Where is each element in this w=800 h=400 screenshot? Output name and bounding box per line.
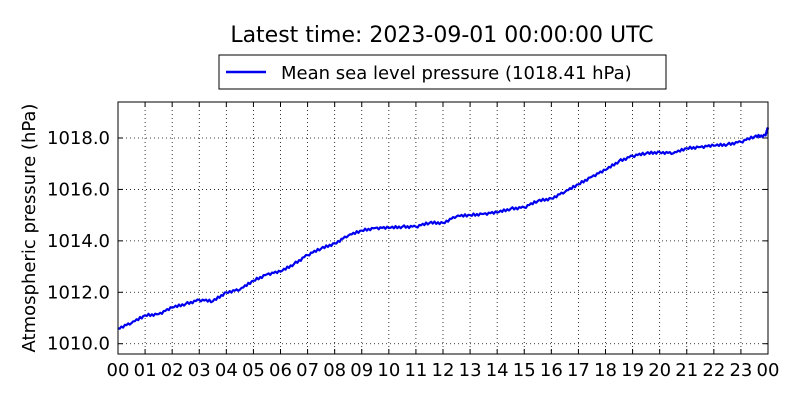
x-tick-label: 11 — [404, 360, 427, 381]
x-tick-label: 02 — [161, 360, 184, 381]
x-tick-label: 10 — [377, 360, 400, 381]
y-tick-label: 1010.0 — [47, 334, 110, 355]
x-tick-label: 17 — [567, 360, 590, 381]
x-tick-label: 20 — [648, 360, 671, 381]
legend-box — [218, 54, 667, 90]
x-tick-label: 05 — [242, 360, 265, 381]
x-tick-label: 00 — [107, 360, 130, 381]
x-tick-labels: 00 01 02 03 04 05 06 07 08 09 10 11 12 13 14 15 16 17 18 19… — [107, 360, 780, 381]
y-axis-label: Atmospheric pressure (hPa) — [19, 104, 40, 353]
y-tick-labels: 1010.0 1012.0 1014.0 1016.0 1018.0 — [47, 128, 110, 355]
x-tick-label: 19 — [621, 360, 644, 381]
legend-label: Mean sea level pressure (1018.41 hPa) — [281, 63, 632, 84]
x-tick-label: 08 — [323, 360, 346, 381]
x-tick-label: 14 — [486, 360, 509, 381]
plot-frame — [117, 101, 769, 355]
x-tick-label: 07 — [296, 360, 319, 381]
x-tick-label: 13 — [459, 360, 482, 381]
chart-title: Latest time: 2023-09-01 00:00:00 UTC — [230, 23, 653, 48]
x-tick-label: 15 — [513, 360, 536, 381]
x-tick-label: 12 — [432, 360, 455, 381]
x-tick-label: 04 — [215, 360, 238, 381]
grid — [118, 102, 768, 354]
series-group — [117, 127, 770, 330]
x-tick-label: 03 — [188, 360, 211, 381]
ticks — [117, 102, 769, 354]
x-tick-label: 18 — [594, 360, 617, 381]
x-tick-label: 23 — [729, 360, 752, 381]
x-tick-label: 06 — [269, 360, 292, 381]
x-tick-label: 16 — [540, 360, 563, 381]
x-tick-label: 22 — [702, 360, 725, 381]
y-tick-label: 1012.0 — [47, 282, 110, 303]
x-tick-label: 09 — [350, 360, 373, 381]
series-line — [117, 127, 770, 330]
x-tick-label: 01 — [134, 360, 157, 381]
y-tick-label: 1018.0 — [47, 128, 110, 149]
x-tick-label: 00 — [757, 360, 780, 381]
legend: Mean sea level pressure (1018.41 hPa) — [218, 54, 667, 90]
y-tick-label: 1014.0 — [47, 231, 110, 252]
y-tick-label: 1016.0 — [47, 179, 110, 200]
x-tick-label: 21 — [675, 360, 698, 381]
